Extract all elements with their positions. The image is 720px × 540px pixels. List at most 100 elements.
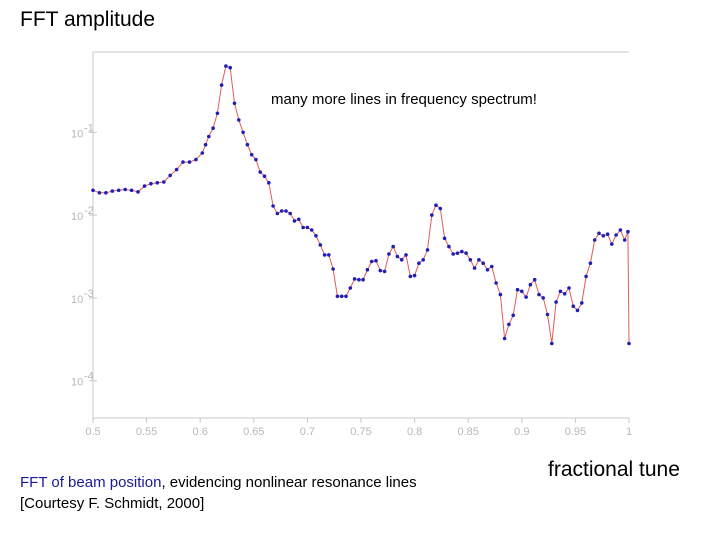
spectrum-point <box>597 231 601 236</box>
spectrum-point <box>464 251 468 255</box>
spectrum-point <box>391 244 396 249</box>
spectrum-point <box>622 238 627 242</box>
spectrum-point <box>348 286 353 290</box>
spectrum-point <box>550 341 554 346</box>
spectrum-point <box>228 65 232 70</box>
x-tick-label: 0.75 <box>350 426 371 438</box>
y-tick-exponent: -4 <box>84 371 94 383</box>
spectrum-point <box>224 64 228 68</box>
spectrum-point <box>203 142 208 147</box>
spectrum-point <box>532 277 537 282</box>
spectrum-point <box>438 206 443 211</box>
spectrum-point <box>477 258 481 262</box>
spectrum-point <box>357 277 361 282</box>
spectrum-point <box>382 269 387 274</box>
spectrum-point <box>460 249 464 254</box>
spectrum-point <box>588 261 593 266</box>
spectrum-point <box>142 184 147 188</box>
spectrum-point <box>241 130 245 135</box>
x-tick-label: 0.5 <box>85 426 100 438</box>
spectrum-point <box>297 217 301 222</box>
spectrum-point <box>404 253 408 257</box>
spectrum-point <box>279 209 284 213</box>
spectrum-point <box>207 134 211 139</box>
spectrum-point <box>288 211 293 216</box>
spectrum-point <box>245 142 250 147</box>
spectrum-point <box>472 266 477 270</box>
spectrum-point <box>309 228 314 232</box>
y-tick-label: 10 <box>71 377 83 389</box>
y-tick-exponent: -3 <box>84 288 94 300</box>
spectrum-point <box>344 294 348 299</box>
spectrum-point <box>412 273 417 278</box>
spectrum-point <box>378 268 383 273</box>
x-tick-label: 0.95 <box>565 426 586 438</box>
spectrum-point <box>232 101 237 106</box>
caption-line-1: FFT of beam position, evidencing nonline… <box>20 472 417 493</box>
spectrum-point <box>110 189 115 193</box>
spectrum-point <box>498 292 503 297</box>
x-tick-label: 0.85 <box>457 426 478 438</box>
y-tick-exponent: -1 <box>84 122 94 134</box>
figure-caption: FFT of beam position, evidencing nonline… <box>20 472 417 514</box>
spectrum-point <box>430 213 434 217</box>
spectrum-point <box>327 253 331 257</box>
spectrum-point <box>168 173 172 178</box>
spectrum-point <box>237 118 241 122</box>
spectrum-point <box>524 295 528 299</box>
spectrum-point <box>284 209 288 213</box>
caption-line-2: [Courtesy F. Schmidt, 2000] <box>20 495 205 512</box>
y-axis-label: FFT amplitude <box>20 8 155 31</box>
spectrum-point <box>219 83 224 87</box>
spectrum-point <box>91 188 95 193</box>
spectrum-point <box>200 151 205 155</box>
spectrum-point <box>314 234 318 238</box>
spectrum-point <box>97 191 102 195</box>
spectrum-point <box>605 232 610 236</box>
spectrum-point <box>301 225 305 230</box>
spectrum-point <box>215 111 220 116</box>
x-tick-label: 0.65 <box>243 426 264 438</box>
spectrum-point <box>331 267 335 271</box>
spectrum-point <box>447 244 451 249</box>
spectrum-point <box>451 252 456 256</box>
spectrum-point <box>571 304 576 309</box>
spectrum-point <box>520 289 524 294</box>
spectrum-point <box>627 341 631 346</box>
spectrum-point <box>387 252 391 256</box>
spectrum-point <box>258 170 263 174</box>
spectrum-point <box>149 181 153 186</box>
spectrum-point <box>558 289 563 294</box>
spectrum-point <box>399 258 404 262</box>
spectrum-point <box>592 238 597 242</box>
spectrum-point <box>123 187 127 192</box>
spectrum-point <box>494 281 498 285</box>
spectrum-point <box>515 287 520 292</box>
chart-annotation: many more lines in frequency spectrum! <box>271 91 537 108</box>
spectrum-point <box>249 152 254 157</box>
spectrum-point <box>374 258 378 263</box>
spectrum-point <box>254 157 258 162</box>
spectrum-point <box>580 301 584 305</box>
spectrum-point <box>626 229 630 234</box>
spectrum-point <box>490 264 494 269</box>
spectrum-point <box>485 268 490 272</box>
spectrum-point <box>567 286 571 290</box>
spectrum-point <box>365 268 370 272</box>
x-tick-label: 0.9 <box>514 426 529 438</box>
spectrum-point <box>104 191 108 195</box>
caption-highlight: FFT of beam position <box>20 474 162 491</box>
spectrum-point <box>537 292 541 297</box>
spectrum-point <box>194 157 198 162</box>
spectrum-line <box>92 65 630 344</box>
spectrum-point <box>116 188 121 193</box>
y-tick-exponent: -2 <box>84 205 94 217</box>
spectrum-point <box>584 274 588 279</box>
spectrum-point <box>271 204 275 208</box>
spectrum-point <box>562 292 567 296</box>
spectrum-point <box>267 181 271 185</box>
y-tick-label: 10 <box>71 128 83 140</box>
x-tick-label: 0.7 <box>300 426 315 438</box>
spectrum-point <box>554 300 558 304</box>
